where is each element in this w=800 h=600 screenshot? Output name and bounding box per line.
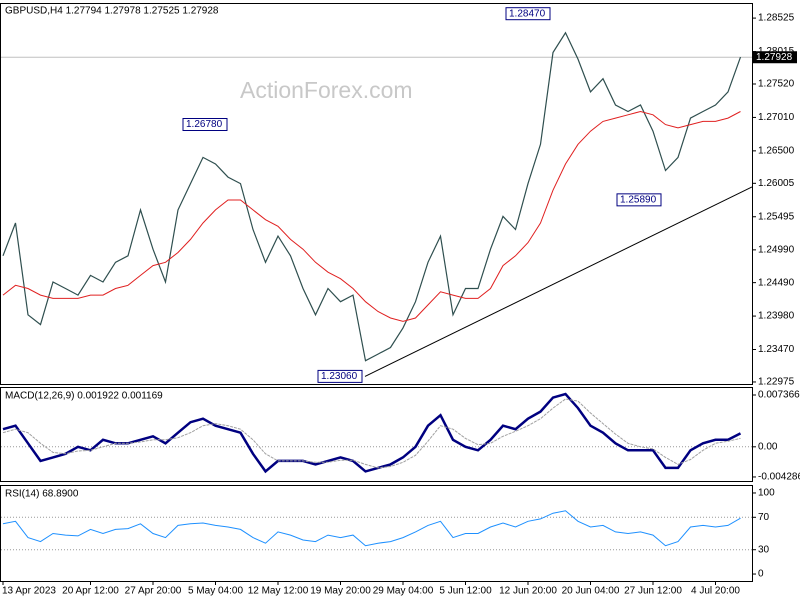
x-tick-label: 27 Apr 20:00 bbox=[125, 586, 182, 597]
y-tick-label: 1.28525 bbox=[758, 13, 795, 24]
macd-title: MACD(12,26,9) 0.001922 0.001169 bbox=[5, 391, 163, 402]
y-tick-label: 70 bbox=[758, 512, 770, 523]
x-tick-label: 5 May 04:00 bbox=[188, 586, 243, 597]
y-tick-label: 1.25495 bbox=[758, 211, 795, 222]
watermark: ActionForex.com bbox=[240, 77, 413, 103]
annotation-label: 1.23060 bbox=[321, 371, 358, 382]
x-tick-label: 12 May 12:00 bbox=[248, 586, 309, 597]
annotation-box bbox=[317, 369, 363, 383]
y-tick-label: 1.24490 bbox=[758, 277, 795, 288]
y-tick-label: 1.26005 bbox=[758, 178, 795, 189]
y-tick-label: 1.27010 bbox=[758, 112, 795, 123]
series-line bbox=[2, 31, 742, 362]
annotation-box bbox=[182, 118, 228, 132]
price-panel bbox=[0, 3, 753, 385]
macd-panel bbox=[0, 387, 753, 482]
last-price-box bbox=[753, 51, 797, 64]
annotation-label: 1.26780 bbox=[186, 119, 223, 130]
x-tick-label: 29 May 04:00 bbox=[373, 586, 434, 597]
annotation-box bbox=[616, 193, 662, 207]
rsi-panel bbox=[0, 485, 753, 582]
y-tick-label: 0.007366 bbox=[758, 390, 800, 401]
rsi-title: RSI(14) 68.8900 bbox=[5, 489, 79, 500]
y-tick-label: 1.23980 bbox=[758, 311, 795, 322]
series-line bbox=[2, 398, 741, 469]
x-tick-label: 5 Jun 12:00 bbox=[439, 586, 492, 597]
series-line bbox=[2, 110, 741, 322]
y-tick-label: 1.27520 bbox=[758, 79, 795, 90]
x-tick-label: 4 Jul 20:00 bbox=[691, 586, 740, 597]
y-tick-label: 1.22975 bbox=[758, 377, 795, 388]
annotation-box bbox=[505, 7, 551, 21]
y-tick-label: 30 bbox=[758, 544, 770, 555]
y-tick-label: 0.00 bbox=[758, 441, 778, 452]
y-tick-label: -0.004286 bbox=[758, 472, 800, 483]
x-tick-label: 13 Apr 2023 bbox=[2, 586, 56, 597]
x-tick-label: 12 Jun 20:00 bbox=[499, 586, 557, 597]
chart-title: GBPUSD,H4 1.27794 1.27978 1.27525 1.2792… bbox=[5, 6, 219, 17]
x-tick-label: 20 Apr 12:00 bbox=[62, 586, 119, 597]
annotation-label: 1.25890 bbox=[620, 194, 657, 205]
y-tick-label: 100 bbox=[758, 488, 775, 499]
y-tick-label: 1.26500 bbox=[758, 146, 795, 157]
x-tick-label: 19 May 20:00 bbox=[310, 586, 371, 597]
series-line bbox=[2, 510, 741, 547]
annotation-label: 1.28470 bbox=[509, 8, 546, 19]
x-tick-label: 20 Jun 04:00 bbox=[562, 586, 620, 597]
trendline bbox=[364, 186, 753, 377]
y-tick-label: 1.24990 bbox=[758, 244, 795, 255]
y-tick-label: 0 bbox=[758, 569, 764, 580]
x-tick-label: 27 Jun 12:00 bbox=[624, 586, 682, 597]
last-price-label: 1.27928 bbox=[756, 52, 793, 63]
y-tick-label: 1.23470 bbox=[758, 344, 795, 355]
